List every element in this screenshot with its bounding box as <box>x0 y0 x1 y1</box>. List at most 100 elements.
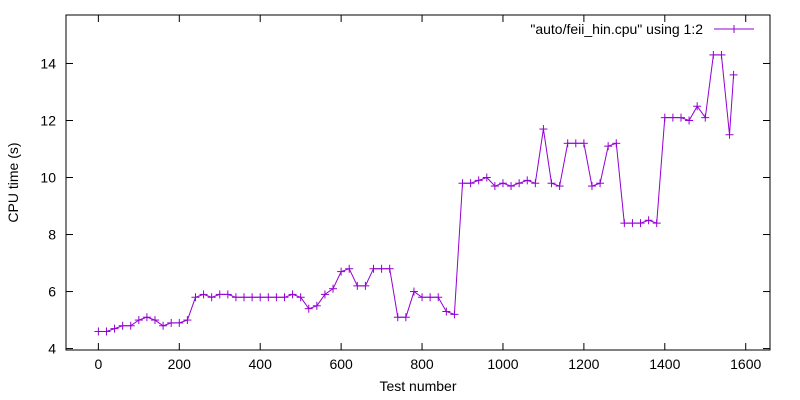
data-point <box>409 287 418 296</box>
data-point <box>685 116 694 125</box>
axis-tick-labels: 0 200 400 600 800 1000 1200 1400 1600 4 6 8 10 12 14 <box>40 55 761 372</box>
data-point <box>418 293 427 302</box>
data-point <box>676 113 685 122</box>
data-point <box>490 182 499 191</box>
data-point <box>474 176 483 185</box>
data-point <box>555 182 564 191</box>
x-tick-label: 600 <box>329 356 353 372</box>
data-point <box>329 284 338 293</box>
x-tick-label: 200 <box>168 356 192 372</box>
data-point <box>312 301 321 310</box>
y-tick-label: 8 <box>48 227 56 243</box>
x-tick-label: 1200 <box>568 356 599 372</box>
y-tick-label: 10 <box>40 170 56 186</box>
data-point <box>296 293 305 302</box>
data-point <box>709 50 718 59</box>
data-point <box>377 264 386 273</box>
data-point <box>215 290 224 299</box>
x-tick-label: 1400 <box>649 356 680 372</box>
data-point <box>110 324 119 333</box>
x-tick-label: 0 <box>94 356 102 372</box>
plot-area <box>94 50 738 336</box>
axis-ticks <box>66 15 770 350</box>
legend-marker <box>730 25 738 33</box>
data-point <box>151 316 160 325</box>
data-point <box>272 293 281 302</box>
data-point <box>644 216 653 225</box>
data-point <box>482 173 491 182</box>
data-point <box>337 267 346 276</box>
x-tick-label: 1600 <box>730 356 761 372</box>
data-point <box>385 264 394 273</box>
data-point <box>523 176 532 185</box>
y-tick-label: 14 <box>40 55 56 71</box>
data-point <box>304 304 313 313</box>
data-point <box>729 70 738 79</box>
data-point <box>126 321 135 330</box>
legend-series-name: "auto/feii_hin.cpu" using 1:2 <box>530 21 703 37</box>
data-point <box>636 219 645 228</box>
data-point <box>207 293 216 302</box>
data-point <box>693 102 702 111</box>
data-point <box>199 290 208 299</box>
data-point <box>118 321 127 330</box>
data-point <box>434 293 443 302</box>
data-point <box>134 316 143 325</box>
x-axis-label: Test number <box>379 378 456 394</box>
data-point <box>612 139 621 148</box>
data-point <box>587 182 596 191</box>
x-tick-label: 1000 <box>487 356 518 372</box>
data-point <box>442 307 451 316</box>
data-point <box>288 290 297 299</box>
data-point <box>539 125 548 134</box>
data-point <box>725 130 734 139</box>
data-point <box>345 264 354 273</box>
data-point <box>498 179 507 188</box>
data-point <box>507 182 516 191</box>
x-tick-label: 800 <box>410 356 434 372</box>
data-point <box>223 290 232 299</box>
data-point <box>159 321 168 330</box>
legend: "auto/feii_hin.cpu" using 1:2 <box>530 21 754 37</box>
data-point <box>531 179 540 188</box>
y-tick-label: 6 <box>48 284 56 300</box>
data-point <box>717 50 726 59</box>
data-point <box>231 293 240 302</box>
data-point <box>515 179 524 188</box>
x-tick-label: 400 <box>249 356 273 372</box>
data-point <box>183 316 192 325</box>
y-tick-label: 12 <box>40 112 56 128</box>
data-point <box>94 327 103 336</box>
data-point <box>191 293 200 302</box>
data-point <box>596 179 605 188</box>
data-point <box>466 179 475 188</box>
data-point <box>571 139 580 148</box>
data-point <box>175 318 184 327</box>
data-point <box>450 310 459 319</box>
data-point <box>369 264 378 273</box>
data-point <box>248 293 257 302</box>
plot-border <box>65 14 771 351</box>
data-point <box>620 219 629 228</box>
data-point <box>628 219 637 228</box>
data-point <box>401 313 410 322</box>
y-axis-label: CPU time (s) <box>5 142 21 222</box>
data-point <box>353 281 362 290</box>
data-point <box>660 113 669 122</box>
data-point <box>361 281 370 290</box>
series-line <box>98 54 735 332</box>
data-point <box>579 139 588 148</box>
data-point <box>167 318 176 327</box>
y-tick-label: 4 <box>48 341 56 357</box>
data-point <box>280 293 289 302</box>
data-point <box>701 113 710 122</box>
data-point <box>240 293 249 302</box>
data-point <box>604 142 613 151</box>
data-point <box>652 219 661 228</box>
data-point <box>563 139 572 148</box>
data-point <box>426 293 435 302</box>
data-point <box>256 293 265 302</box>
data-point <box>142 313 151 322</box>
